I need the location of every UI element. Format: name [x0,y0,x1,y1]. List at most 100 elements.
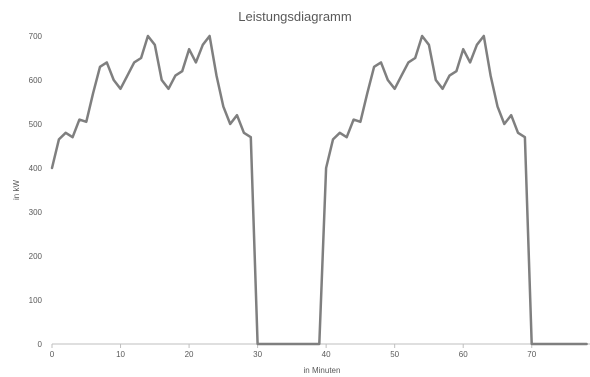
data-point [236,114,239,117]
data-point [585,343,588,346]
data-point [112,79,115,82]
data-point [167,87,170,90]
data-point [153,43,156,46]
x-tick-label: 40 [322,350,331,359]
data-point [78,118,81,121]
data-point [201,43,204,46]
series-group [50,34,588,346]
data-point [441,87,444,90]
y-tick-label: 200 [29,252,43,261]
data-point [304,343,307,346]
data-point [297,343,300,346]
data-point [105,61,108,64]
data-point [578,343,581,346]
data-point [434,79,437,82]
data-point [517,131,520,134]
data-point [140,57,143,60]
data-point [331,138,334,141]
x-axis-label: in Minuten [304,366,341,375]
data-point [386,79,389,82]
data-point [64,131,67,134]
data-point [277,343,280,346]
y-tick-label: 600 [29,76,43,85]
y-tick-label: 700 [29,32,43,41]
x-tick-label: 60 [459,350,468,359]
data-point [188,48,191,51]
x-tick-label: 30 [253,350,262,359]
data-point [537,343,540,346]
data-point [270,343,273,346]
data-point [249,136,252,139]
data-point [338,131,341,134]
data-point [194,61,197,64]
data-point [551,343,554,346]
x-tick-label: 0 [50,350,55,359]
data-point [503,123,506,126]
data-point [146,35,149,38]
data-point [284,343,287,346]
data-point [475,43,478,46]
data-point [222,105,225,108]
data-point [318,343,321,346]
data-point [523,136,526,139]
y-tick-label: 300 [29,208,43,217]
data-point [565,343,568,346]
data-point [290,343,293,346]
data-point [571,343,574,346]
x-axis-ticks: 0 10 20 30 40 50 60 70 [50,344,537,359]
data-point [57,138,60,141]
data-point [366,92,369,95]
data-point [345,136,348,139]
x-tick-label: 20 [185,350,194,359]
y-axis-ticks: 0 100 200 300 400 500 600 700 [29,32,43,349]
data-point [85,120,88,123]
data-point [482,35,485,38]
data-point [544,343,547,346]
data-point [133,61,136,64]
data-point [496,105,499,108]
data-point [181,70,184,73]
data-point [393,87,396,90]
x-tick-label: 10 [116,350,125,359]
data-point [373,65,376,68]
data-point [263,343,266,346]
x-tick-label: 70 [527,350,536,359]
y-axis-label: in kW [12,180,21,200]
data-point [352,118,355,121]
data-point [325,167,328,170]
data-point [530,343,533,346]
data-point [414,57,417,60]
data-point [400,74,403,77]
data-point [160,79,163,82]
x-tick-label: 50 [390,350,399,359]
data-point [489,74,492,77]
data-point [427,43,430,46]
data-point [256,343,259,346]
data-point [119,87,122,90]
data-point [469,61,472,64]
data-point [215,74,218,77]
data-point [242,131,245,134]
data-point [462,48,465,51]
y-tick-label: 500 [29,120,43,129]
data-point [229,123,232,126]
y-tick-label: 0 [38,340,43,349]
data-point [407,61,410,64]
y-tick-label: 400 [29,164,43,173]
data-point [421,35,424,38]
data-point [174,74,177,77]
data-point [379,61,382,64]
data-point [51,167,54,170]
data-point [455,70,458,73]
data-point [71,136,74,139]
series-line [50,34,588,346]
chart-title: Leistungsdiagramm [238,9,351,24]
data-point [359,120,362,123]
data-point [558,343,561,346]
data-point [448,74,451,77]
data-point [98,65,101,68]
data-point [126,74,129,77]
y-tick-label: 100 [29,296,43,305]
data-point [311,343,314,346]
